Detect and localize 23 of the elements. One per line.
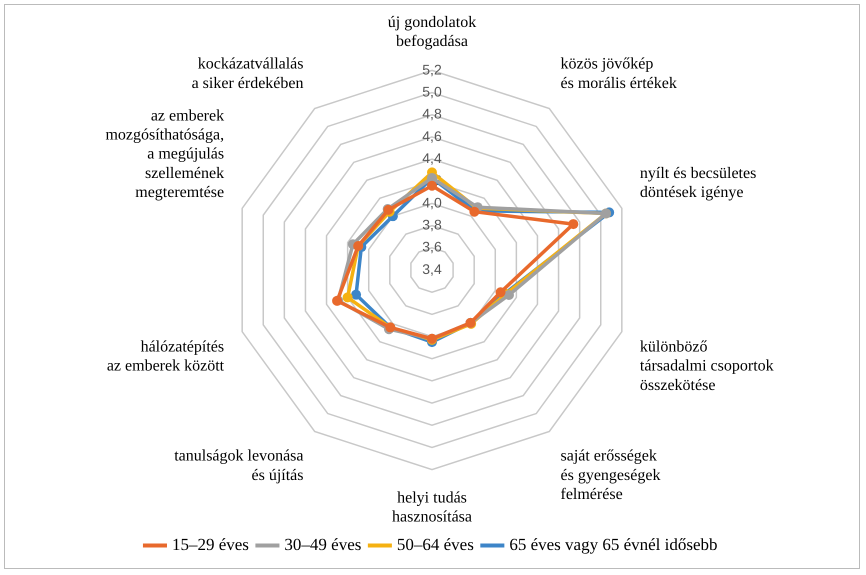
y-tick-label: 3,6	[422, 238, 442, 255]
spoke-label: saját erősségek és gyengeségek felmérése	[560, 448, 660, 504]
legend-label: 65 éves vagy 65 évnél idősebb	[509, 534, 718, 554]
legend-label: 50–64 éves	[396, 534, 474, 554]
spoke-label: helyi tudás hasznosítása	[392, 489, 472, 526]
spoke-label: nyílt és becsületes döntések igénye	[640, 164, 756, 202]
y-tick-label: 3,4	[422, 260, 442, 277]
y-tick-label: 5,2	[422, 61, 442, 78]
spoke-label: új gondolatok befogadása	[388, 14, 476, 50]
spoke-label: hálózatépítés az emberek között	[106, 338, 225, 375]
y-tick-label: 4,0	[422, 194, 442, 210]
y-tick-label: 3,8	[422, 216, 442, 233]
y-tick-label: 4,8	[422, 106, 442, 122]
spoke-label: kockázatvállalás a siker érdekében	[192, 56, 304, 92]
spoke-label: tanulságok levonása és újítás	[174, 448, 304, 484]
legend-label: 15–29 éves	[172, 534, 249, 554]
y-tick-label: 4,6	[422, 128, 442, 144]
spoke-label: különböző társadalmi csoportok összekötése	[640, 338, 774, 394]
y-tick-label: 5,0	[422, 83, 442, 100]
y-tick-label: 4,4	[422, 150, 442, 166]
spoke-label: az emberek mozgósíthatósága, a megújulás szellemének megteremtése	[105, 107, 224, 202]
spoke-label: közös jövőkép és morális értékek	[560, 56, 677, 92]
legend-label: 30–49 éves	[284, 534, 362, 554]
